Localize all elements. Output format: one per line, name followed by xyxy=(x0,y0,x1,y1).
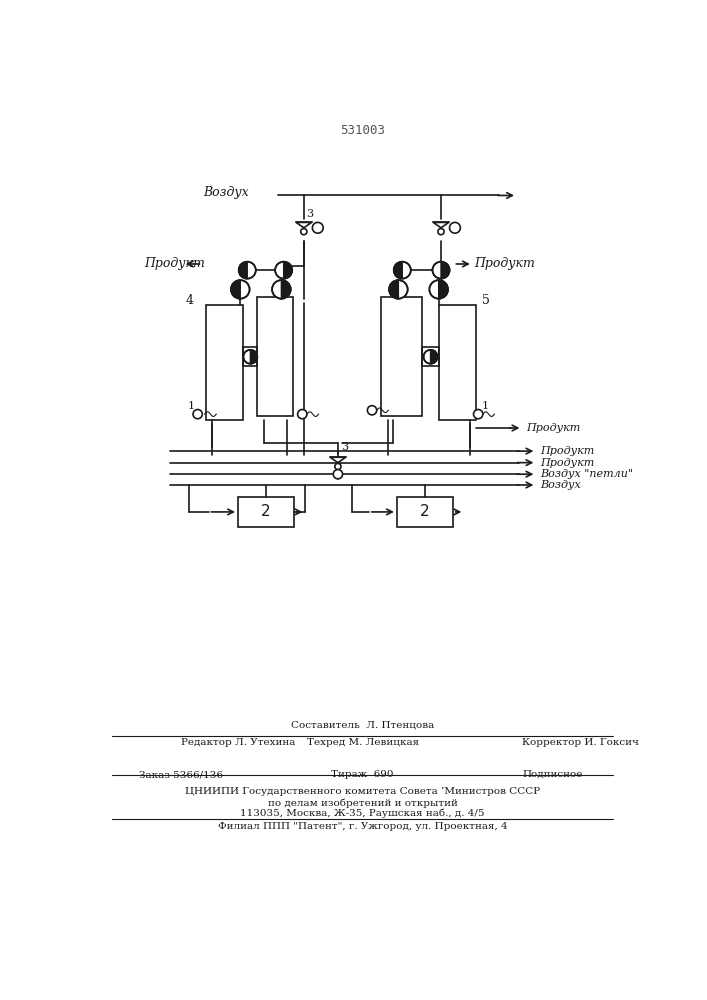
Circle shape xyxy=(231,280,250,299)
Text: 3: 3 xyxy=(341,442,348,452)
Circle shape xyxy=(474,410,483,419)
Bar xyxy=(206,305,243,420)
Text: Тираж  690: Тираж 690 xyxy=(332,770,394,779)
Text: Редактор Л. Утехина: Редактор Л. Утехина xyxy=(182,738,296,747)
Wedge shape xyxy=(389,280,398,299)
Circle shape xyxy=(423,350,438,364)
Circle shape xyxy=(243,350,257,364)
Text: Подписное: Подписное xyxy=(522,770,583,779)
Wedge shape xyxy=(231,280,240,299)
Text: 2: 2 xyxy=(420,504,430,519)
Text: 5: 5 xyxy=(482,294,490,307)
Circle shape xyxy=(193,410,202,419)
Wedge shape xyxy=(441,262,450,279)
Text: Составитель  Л. Птенцова: Составитель Л. Птенцова xyxy=(291,721,434,730)
Circle shape xyxy=(389,280,408,299)
Text: Воздух: Воздух xyxy=(203,186,249,199)
Text: Продукт: Продукт xyxy=(526,423,580,433)
Text: Воздух: Воздух xyxy=(540,480,581,490)
Circle shape xyxy=(433,262,450,279)
Wedge shape xyxy=(281,280,291,299)
Bar xyxy=(381,297,422,416)
Text: ЦНИИПИ Государственного комитета Совета ’Министров СССР: ЦНИИПИ Государственного комитета Совета … xyxy=(185,787,540,796)
Text: 1: 1 xyxy=(482,401,489,411)
Polygon shape xyxy=(433,222,449,228)
Bar xyxy=(397,497,452,527)
Wedge shape xyxy=(239,262,247,279)
Circle shape xyxy=(438,229,444,235)
Wedge shape xyxy=(284,262,292,279)
Text: Заказ 5366/136: Заказ 5366/136 xyxy=(139,770,223,779)
Circle shape xyxy=(335,463,341,470)
Text: Продукт: Продукт xyxy=(474,257,535,270)
Text: Техред М. Левицкая: Техред М. Левицкая xyxy=(307,738,419,747)
Text: 4: 4 xyxy=(186,294,194,307)
Bar xyxy=(238,497,293,527)
Circle shape xyxy=(394,262,411,279)
Text: 531003: 531003 xyxy=(340,124,385,137)
Circle shape xyxy=(239,262,256,279)
Text: 2: 2 xyxy=(261,504,271,519)
Polygon shape xyxy=(296,222,312,228)
Wedge shape xyxy=(438,280,448,299)
Text: по делам изобретений и открытий: по делам изобретений и открытий xyxy=(268,798,457,808)
Bar xyxy=(438,305,476,420)
Circle shape xyxy=(450,222,460,233)
Wedge shape xyxy=(394,262,402,279)
Wedge shape xyxy=(250,350,257,364)
Text: Продукт: Продукт xyxy=(540,446,595,456)
Text: Корректор И. Гоксич: Корректор И. Гоксич xyxy=(522,738,639,747)
Text: Воздух "петли": Воздух "петли" xyxy=(540,469,633,479)
Circle shape xyxy=(272,280,291,299)
Text: Продукт: Продукт xyxy=(144,257,205,270)
Text: 3: 3 xyxy=(306,209,313,219)
Text: 1: 1 xyxy=(187,401,194,411)
Text: Филиал ППП "Патент", г. Ужгород, ул. Проектная, 4: Филиал ППП "Патент", г. Ужгород, ул. Про… xyxy=(218,822,508,831)
Circle shape xyxy=(429,280,448,299)
Bar xyxy=(257,297,293,416)
Text: Продукт: Продукт xyxy=(540,458,595,468)
Circle shape xyxy=(312,222,323,233)
Circle shape xyxy=(300,229,307,235)
Circle shape xyxy=(275,262,292,279)
Circle shape xyxy=(298,410,307,419)
Text: 113035, Москва, Ж-35, Раушская наб., д. 4/5: 113035, Москва, Ж-35, Раушская наб., д. … xyxy=(240,808,485,818)
Polygon shape xyxy=(330,457,346,463)
Circle shape xyxy=(333,470,343,479)
Wedge shape xyxy=(431,350,438,364)
Circle shape xyxy=(368,406,377,415)
